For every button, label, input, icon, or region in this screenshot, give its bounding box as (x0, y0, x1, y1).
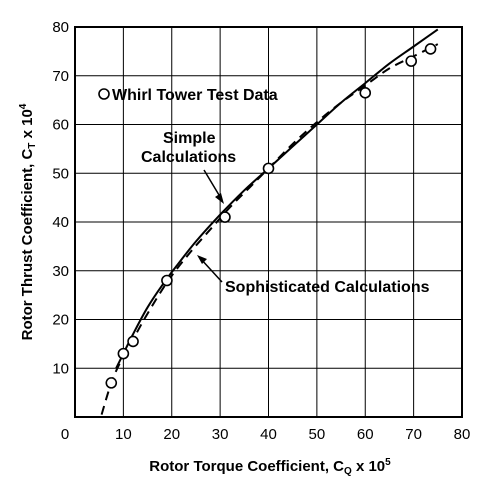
sophisticated-calculations-line (115, 28, 439, 369)
data-point (117, 347, 130, 360)
legend-marker (98, 88, 110, 100)
data-point (127, 335, 139, 348)
arrowhead-sophisticated (197, 255, 207, 264)
x-tick-label: 20 (163, 426, 180, 443)
y-tick-label: 70 (52, 68, 69, 85)
data-point (161, 274, 173, 287)
data-point (359, 87, 372, 99)
data-point (262, 162, 275, 175)
legend-label: Whirl Tower Test Data (112, 87, 278, 104)
data-markers (105, 43, 437, 389)
data-point (424, 43, 437, 55)
data-point (105, 377, 118, 389)
x-tick-label: 70 (405, 426, 422, 443)
y-tick-label: 60 (52, 117, 69, 134)
data-point (405, 55, 418, 67)
x-axis-title: Rotor Torque Coefficient, CQ x 105 (149, 457, 391, 477)
y-tick-label: 50 (52, 165, 69, 182)
y-tick-label: 40 (52, 214, 69, 231)
data-point (219, 211, 231, 223)
x-tick-label: 50 (309, 426, 326, 443)
x-tick-label: 60 (357, 426, 374, 443)
annotation-simple: Simple (163, 130, 216, 147)
y-tick-labels: 10 20 30 40 50 60 70 80 (52, 19, 69, 377)
legend: Whirl Tower Test Data (98, 87, 278, 104)
x-tick-label: 30 (212, 426, 229, 443)
y-tick-label: 80 (52, 19, 69, 36)
grid-lines (75, 27, 462, 417)
x-tick-label: 10 (115, 426, 132, 443)
x-tick-label: 40 (260, 426, 277, 443)
x-tick-label: 80 (454, 426, 471, 443)
arrowhead-simple (215, 193, 224, 204)
y-tick-label: 10 (52, 360, 69, 377)
x-tick-labels: 0 10 20 30 40 50 60 70 80 (61, 426, 471, 443)
y-tick-label: 30 (52, 263, 69, 280)
annotations: Simple Calculations Sophisticated Calculat… (141, 130, 430, 296)
plot-frame (74, 26, 463, 418)
x-tick-label: 0 (61, 426, 69, 443)
y-tick-label: 20 (52, 312, 69, 329)
y-axis-title: Rotor Thrust Coefficient, CT x 104 (18, 103, 38, 340)
annotation-sophisticated: Sophisticated Calculations (225, 279, 430, 296)
annotation-calculations: Calculations (141, 149, 236, 166)
